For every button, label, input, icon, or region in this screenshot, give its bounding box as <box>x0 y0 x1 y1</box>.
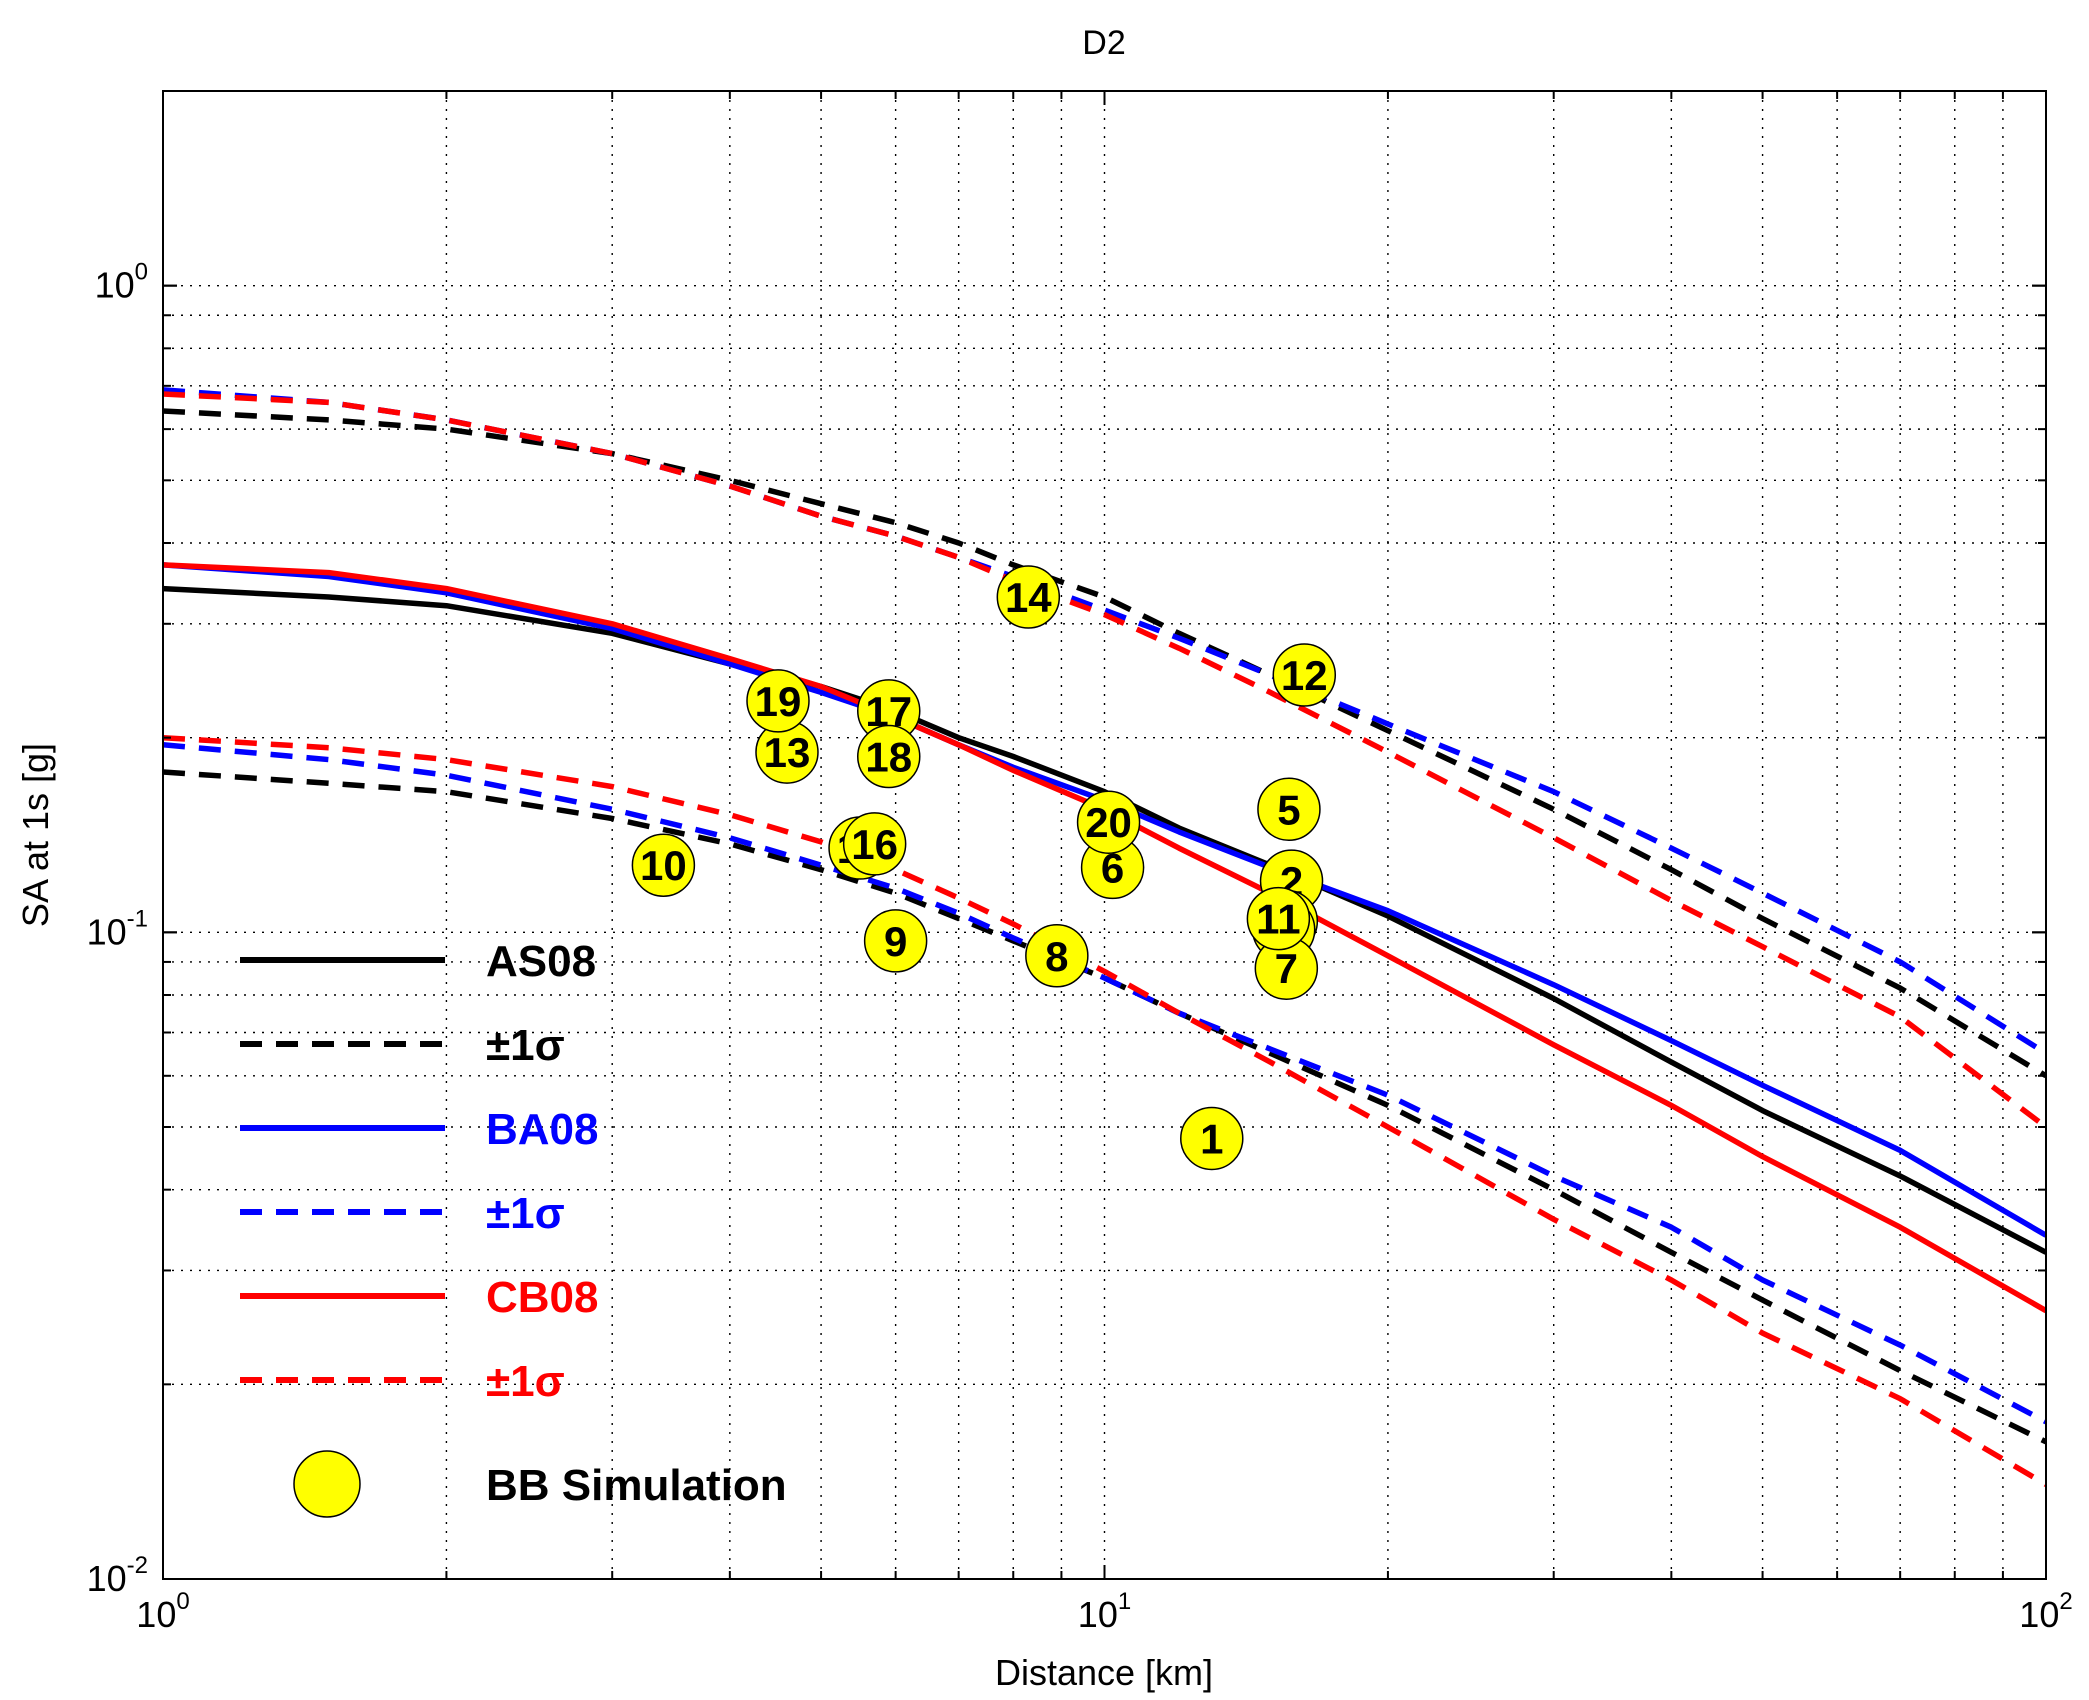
x-axis-label: Distance [km] <box>995 1652 1213 1693</box>
bb-simulation-point: 12 <box>1272 643 1337 707</box>
legend-label: BB Simulation <box>486 1461 787 1510</box>
point-label: 16 <box>851 821 898 868</box>
y-tick-label: 100 <box>95 259 148 306</box>
legend-item: CB08 <box>240 1273 599 1322</box>
x-tick-label: 100 <box>136 1588 189 1635</box>
legend: AS08 ±1σ BA08 ±1σ CB08 ±1σ BB Simulation <box>240 937 787 1518</box>
legend-item: ±1σ <box>240 1189 565 1238</box>
bb-simulation-point: 16 <box>842 812 907 876</box>
y-tick-label: 10-2 <box>87 1552 148 1599</box>
y-axis-label: SA at 1s [g] <box>15 743 56 927</box>
legend-item: BB Simulation <box>293 1450 787 1518</box>
point-label: 19 <box>755 678 802 725</box>
point-marker <box>1246 886 1311 951</box>
bb-simulation-point: 20 <box>1076 790 1141 854</box>
series-line-ba08-1 <box>163 387 2046 1056</box>
series-line-ba08 <box>163 562 2046 1238</box>
point-label: 14 <box>1005 574 1052 621</box>
bb-simulation-point: 19 <box>746 669 810 733</box>
point-label: 7 <box>1275 945 1298 992</box>
bb-simulation-point: 10 <box>631 833 696 897</box>
point-label: 13 <box>764 729 811 776</box>
point-marker <box>631 833 696 897</box>
point-marker <box>863 909 928 973</box>
legend-label: AS08 <box>486 937 596 986</box>
point-label: 9 <box>884 918 907 965</box>
point-label: 1 <box>1200 1115 1223 1162</box>
point-marker <box>1257 777 1321 842</box>
point-marker <box>857 724 921 789</box>
legend-item: BA08 <box>240 1105 599 1154</box>
point-label: 8 <box>1045 933 1068 980</box>
point-marker <box>842 812 907 876</box>
scatter-points: 1234567891011121314151617181920 <box>631 565 1337 1171</box>
point-label: 6 <box>1101 844 1124 891</box>
y-tick-label: 10-1 <box>87 905 148 952</box>
point-label: 11 <box>1256 896 1300 943</box>
point-label: 10 <box>640 842 687 889</box>
point-label: 18 <box>865 734 912 781</box>
series-line-cb08 <box>163 562 2046 1314</box>
point-marker <box>996 565 1061 629</box>
series-line-as08 <box>163 585 2046 1255</box>
legend-item: AS08 <box>240 937 596 986</box>
bb-simulation-point: 1 <box>1180 1106 1244 1171</box>
bb-simulation-point: 11 <box>1246 886 1311 951</box>
x-tick-label: 102 <box>2019 1588 2072 1635</box>
point-marker <box>746 669 810 733</box>
bb-simulation-point: 5 <box>1257 777 1321 842</box>
bb-simulation-point: 6 <box>1080 835 1145 900</box>
point-label: 20 <box>1085 799 1132 846</box>
point-marker <box>1180 1106 1244 1171</box>
bb-simulation-point: 18 <box>857 724 921 789</box>
axis-ticks <box>162 90 2047 1580</box>
legend-label: CB08 <box>486 1273 599 1322</box>
bb-simulation-point: 8 <box>1025 924 1089 988</box>
bb-simulation-point: 9 <box>863 909 928 973</box>
point-marker <box>1272 643 1337 707</box>
series-line-cb08-1 <box>163 391 2046 1130</box>
point-marker <box>1025 924 1089 988</box>
x-tick-label: 101 <box>1078 1588 1131 1635</box>
bb-simulation-point: 14 <box>996 565 1061 629</box>
legend-label: ±1σ <box>486 1189 565 1238</box>
point-label: 5 <box>1277 786 1300 833</box>
chart-title: D2 <box>1082 24 1125 62</box>
legend-item: ±1σ <box>240 1357 565 1406</box>
point-marker <box>1076 790 1141 854</box>
legend-swatch <box>293 1450 361 1518</box>
series-line-as08-1 <box>163 408 2046 1079</box>
point-label: 12 <box>1281 652 1328 699</box>
bb-simulation-point: 7 <box>1254 936 1319 1000</box>
legend-label: BA08 <box>486 1105 599 1154</box>
legend-item: ±1σ <box>240 1021 565 1070</box>
legend-label: ±1σ <box>486 1357 565 1406</box>
legend-label: ±1σ <box>486 1021 565 1070</box>
